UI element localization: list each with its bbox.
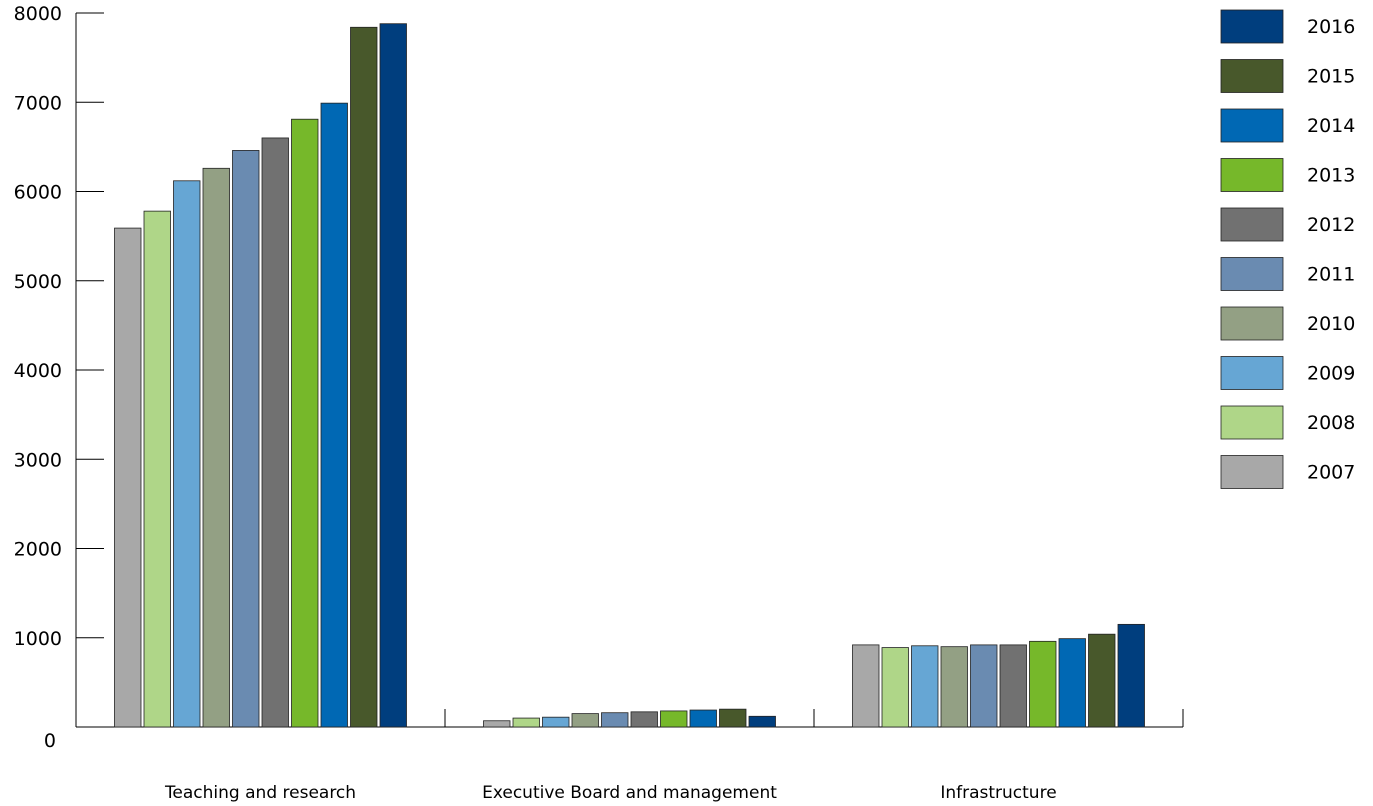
legend-swatch-2016 xyxy=(1220,9,1284,44)
x-axis: Teaching and research Executive Board and… xyxy=(76,709,1184,803)
bar-2012 xyxy=(261,137,289,728)
y-tick-label: 3000 xyxy=(14,449,62,471)
bar-2008 xyxy=(143,210,171,728)
bar-2015 xyxy=(719,708,747,728)
x-category-label: Infrastructure xyxy=(940,783,1056,803)
legend-label-2011: 2011 xyxy=(1307,264,1355,286)
bar-2014 xyxy=(689,709,717,728)
bar-2010 xyxy=(940,646,968,728)
bar-2016 xyxy=(1117,623,1145,728)
bar-2010 xyxy=(202,167,230,728)
bar-2015 xyxy=(350,26,378,728)
x-category-label: Executive Board and management xyxy=(482,783,777,803)
x-category-label: Teaching and research xyxy=(164,783,356,803)
bar-2009 xyxy=(542,716,570,728)
bar-2009 xyxy=(173,180,201,728)
bar-2014 xyxy=(1058,638,1086,728)
bar-2011 xyxy=(601,712,629,728)
legend-swatch-2011 xyxy=(1220,257,1284,291)
legend-swatch-2008 xyxy=(1220,405,1284,440)
bar-2012 xyxy=(999,644,1027,728)
legend-swatch-2013 xyxy=(1220,158,1284,192)
bar-2011 xyxy=(970,644,998,728)
bar-2007 xyxy=(852,644,880,728)
y-tick-label: 8000 xyxy=(14,3,62,25)
bar-2007 xyxy=(114,227,142,728)
y-tick-label: 0 xyxy=(44,730,56,752)
legend-label-2009: 2009 xyxy=(1307,363,1355,385)
bar-2011 xyxy=(232,150,260,728)
bar-2013 xyxy=(1029,640,1057,728)
y-axis: 0 1000 2000 3000 4000 5000 6000 7000 8000 xyxy=(14,3,104,752)
legend-label-2007: 2007 xyxy=(1307,462,1355,484)
y-tick-label: 7000 xyxy=(14,92,62,114)
legend-label-2014: 2014 xyxy=(1307,115,1355,137)
legend-label-2015: 2015 xyxy=(1307,66,1355,88)
y-tick-label: 4000 xyxy=(14,360,62,382)
bar-2016 xyxy=(379,23,407,728)
bars xyxy=(114,23,1145,728)
bar-2008 xyxy=(881,647,909,728)
bar-2014 xyxy=(320,102,348,728)
y-tick-label: 1000 xyxy=(14,628,62,650)
legend-swatch-2009 xyxy=(1220,356,1284,390)
legend-swatch-2010 xyxy=(1220,306,1284,341)
bar-2015 xyxy=(1088,633,1116,728)
legend-label-2012: 2012 xyxy=(1307,214,1355,236)
bar-2008 xyxy=(512,717,540,728)
legend-swatch-2015 xyxy=(1220,59,1284,93)
bar-2009 xyxy=(911,645,939,728)
legend-label-2010: 2010 xyxy=(1307,313,1355,335)
bar-2013 xyxy=(291,118,319,728)
bar-2007 xyxy=(483,720,511,728)
bar-2010 xyxy=(571,713,599,728)
y-tick-label: 2000 xyxy=(14,539,62,561)
bar-2016 xyxy=(748,715,776,728)
legend-swatch-2014 xyxy=(1220,108,1284,143)
legend-label-2013: 2013 xyxy=(1307,165,1355,187)
legend-swatch-2007 xyxy=(1220,455,1284,489)
legend-label-2016: 2016 xyxy=(1307,16,1355,38)
legend: 2016 2015 2014 2013 2012 2011 2010 2009 2008 2007 xyxy=(1220,9,1355,489)
bar-2013 xyxy=(660,710,688,728)
legend-swatch-2012 xyxy=(1220,207,1284,242)
y-tick-label: 6000 xyxy=(14,182,62,204)
y-tick-label: 5000 xyxy=(14,271,62,293)
bar-2012 xyxy=(630,711,658,728)
legend-label-2008: 2008 xyxy=(1307,412,1355,434)
